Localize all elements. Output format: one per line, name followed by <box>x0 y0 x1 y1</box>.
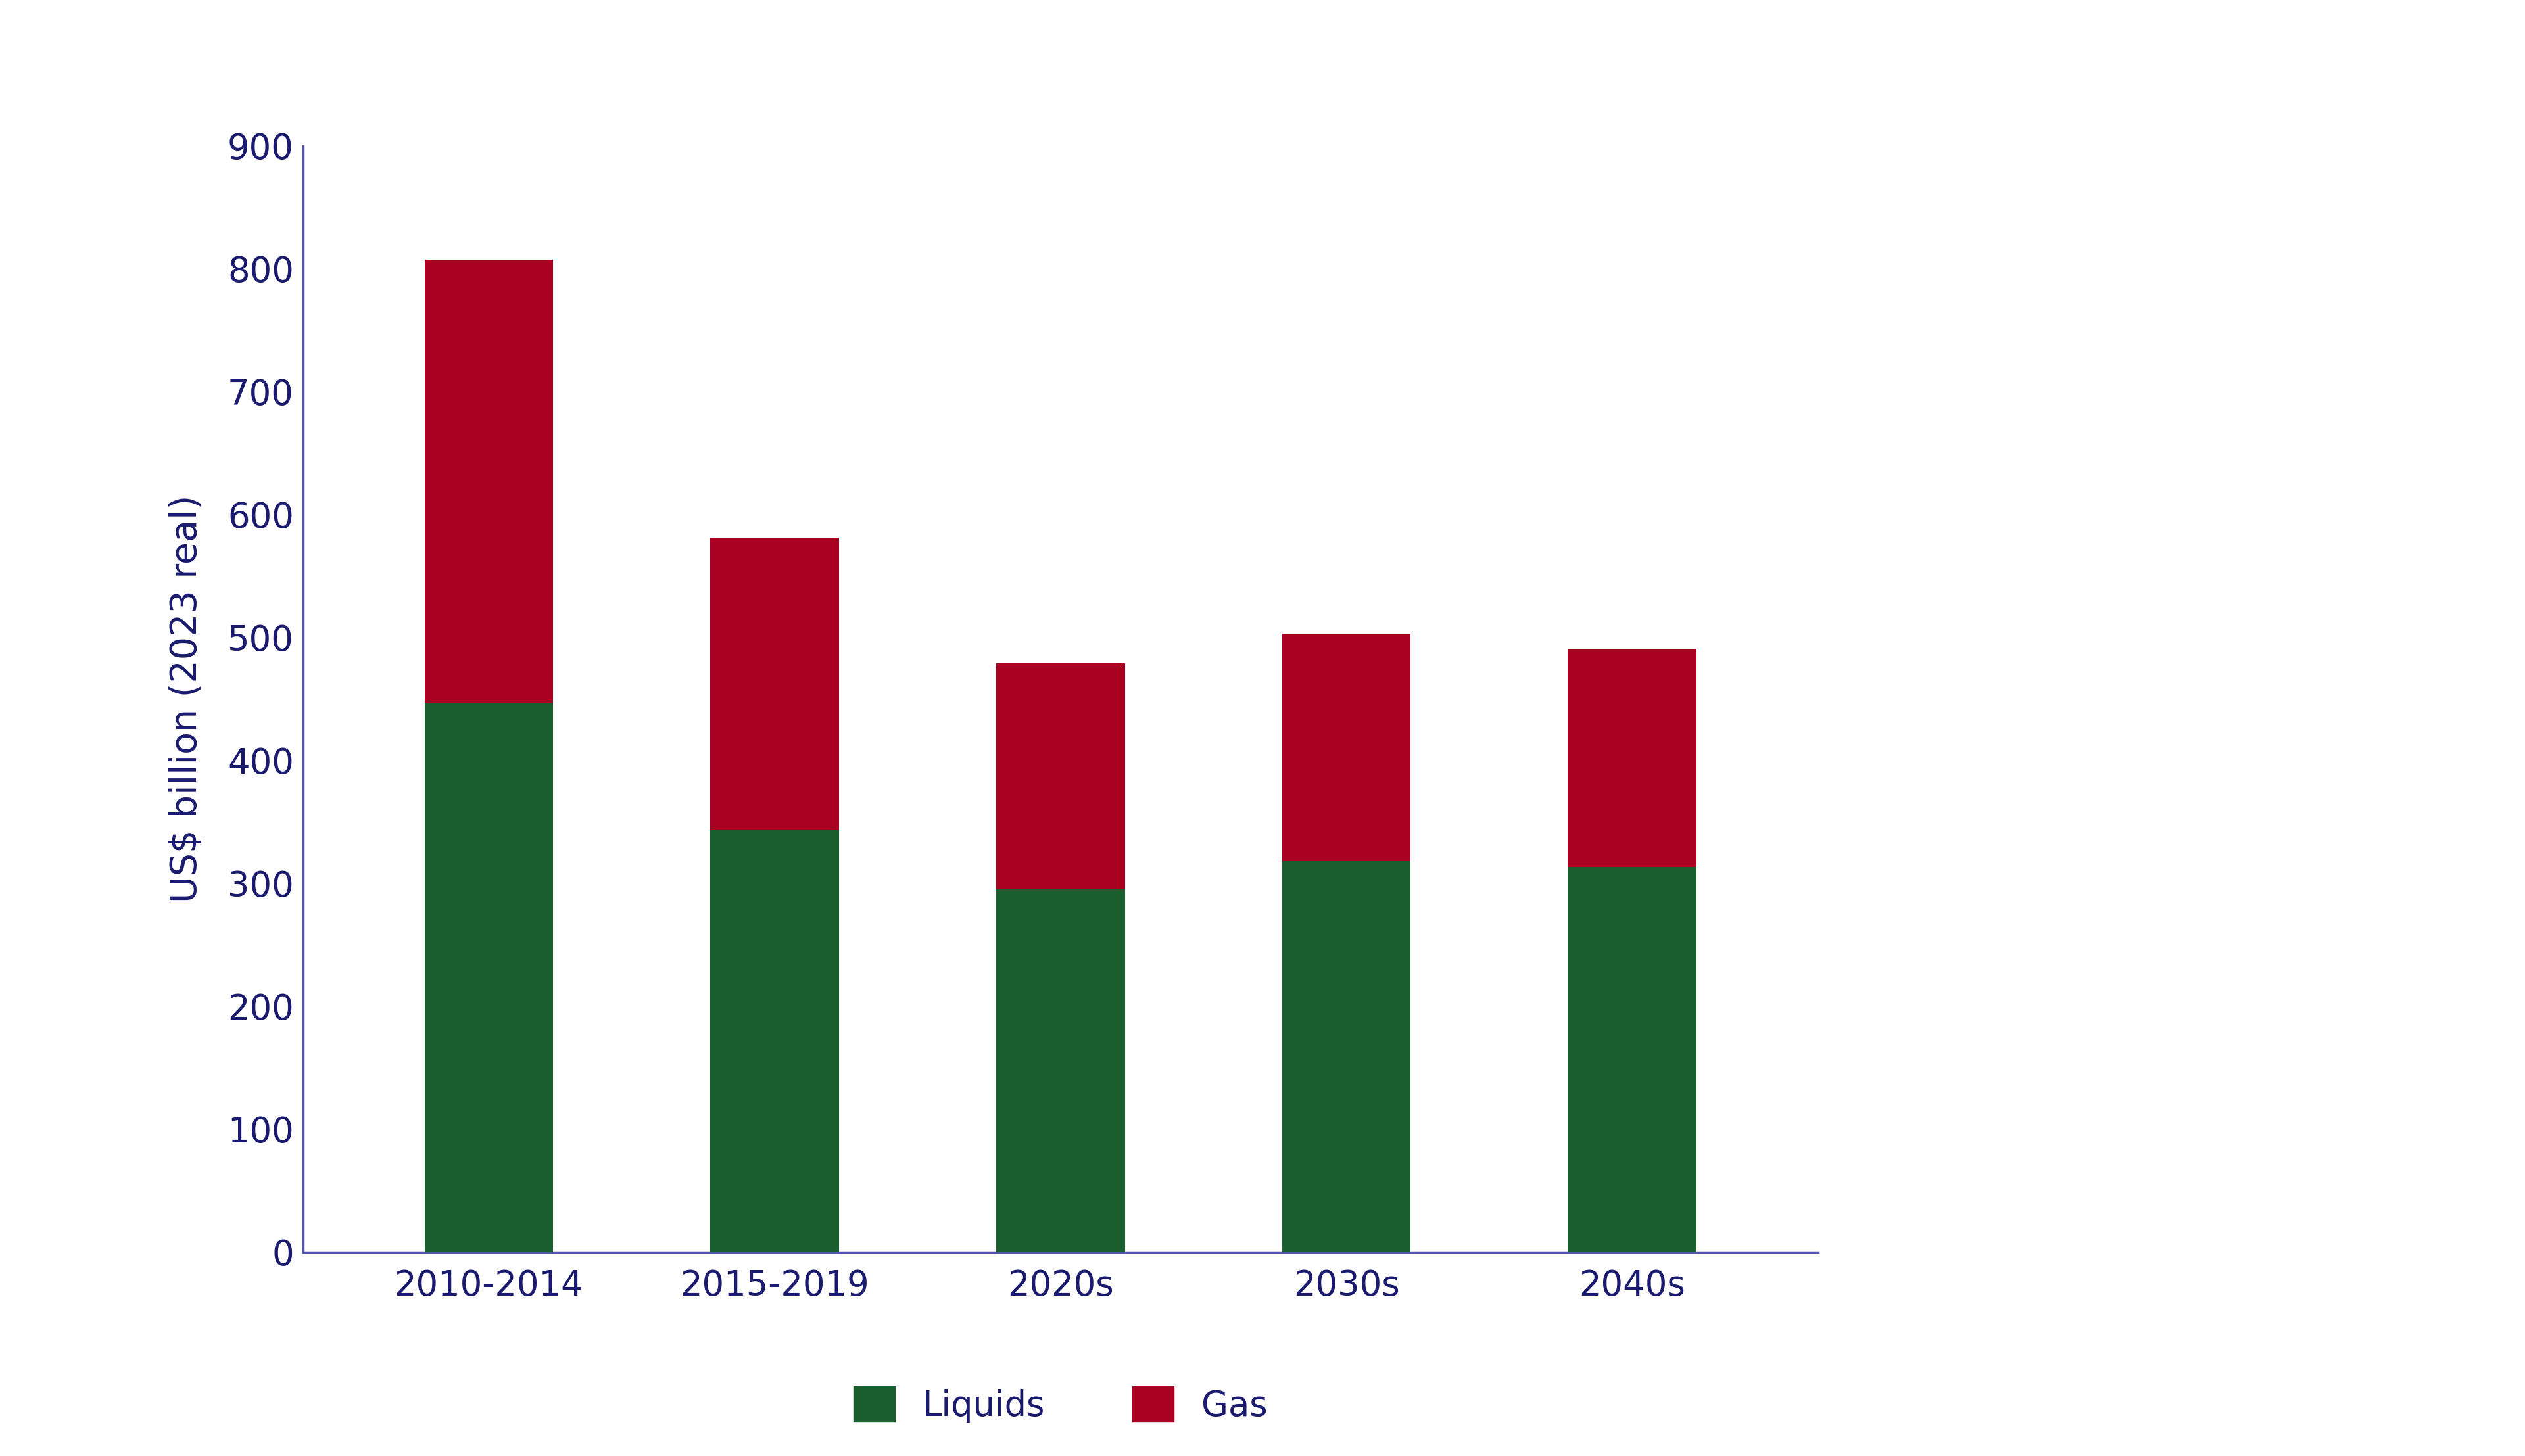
Bar <box>997 890 1124 1252</box>
Bar <box>1568 648 1697 868</box>
Bar <box>710 537 838 830</box>
Legend: Liquids, Gas: Liquids, Gas <box>853 1386 1268 1423</box>
Bar <box>424 703 553 1252</box>
Bar <box>424 261 553 703</box>
Y-axis label: US$ billion (2023 real): US$ billion (2023 real) <box>169 495 205 903</box>
Bar <box>997 664 1124 890</box>
Bar <box>1283 633 1411 860</box>
Bar <box>710 830 838 1252</box>
Bar <box>1568 868 1697 1252</box>
Bar <box>1283 860 1411 1252</box>
